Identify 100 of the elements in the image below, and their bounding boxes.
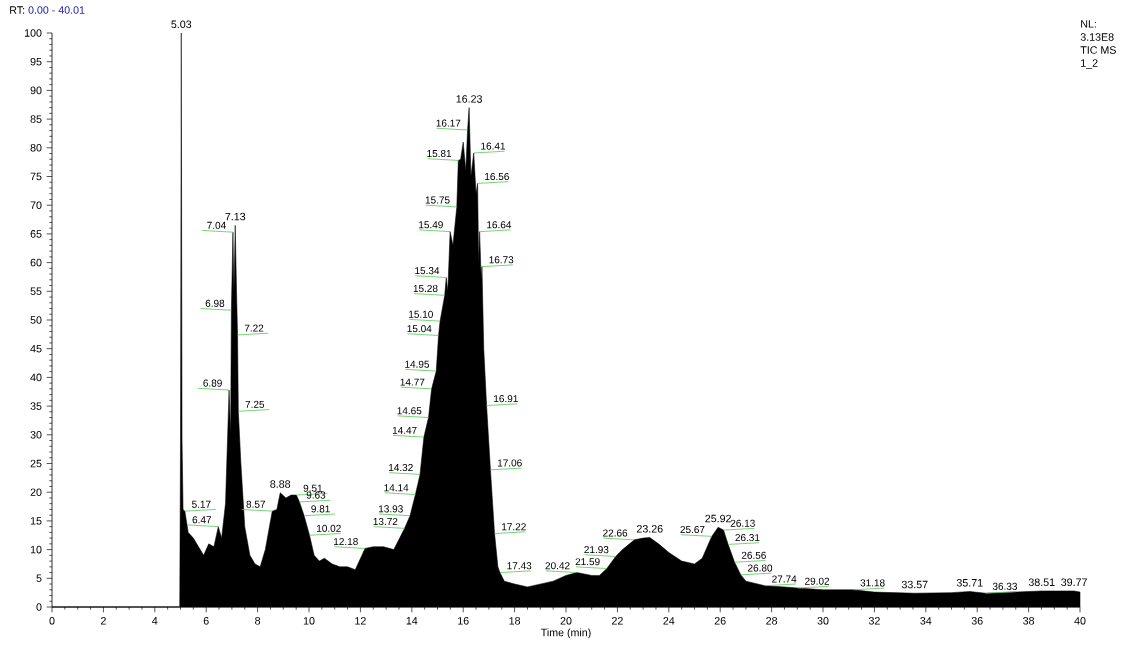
y-tick-label: 45 (30, 344, 42, 353)
annotation: 16.91 (494, 395, 518, 403)
y-tick-label: 95 (30, 57, 42, 66)
annotation: 17.06 (497, 459, 522, 467)
y-tick-label: 55 (30, 287, 42, 296)
annotation: 5.17 (192, 500, 211, 508)
annotation: 17.22 (502, 523, 526, 531)
y-tick-label: 90 (30, 86, 42, 95)
annotation: 14.77 (400, 378, 425, 386)
y-tick-label: 75 (30, 172, 42, 181)
x-tick-label: 32 (868, 617, 880, 625)
y-tick-label: 65 (30, 230, 42, 238)
annotation: 9.81 (311, 505, 330, 513)
annotation: 33.57 (901, 580, 928, 589)
annotation: 31.18 (860, 579, 885, 587)
annotation: 29.02 (805, 577, 830, 585)
y-tick-label: 85 (30, 115, 42, 123)
annotation: 7.04 (207, 221, 226, 229)
annotation: 25.92 (705, 514, 731, 523)
y-tick-label: 80 (30, 144, 42, 152)
x-tick-label: 4 (152, 617, 158, 625)
y-tick-label: 60 (30, 258, 42, 267)
annotation: 17.43 (507, 562, 532, 570)
y-tick-label: 0 (36, 603, 42, 611)
x-tick-label: 20 (560, 617, 572, 625)
annotation: 20.42 (545, 562, 570, 570)
x-tick-label: 28 (766, 617, 778, 625)
annotation: 27.74 (772, 575, 797, 583)
x-tick-label: 24 (663, 617, 675, 625)
text: NL: (1081, 20, 1096, 28)
annotation: 8.57 (246, 500, 266, 508)
annotation: 12.18 (334, 538, 358, 546)
annotation: 6.98 (205, 299, 225, 307)
annotation: 13.72 (373, 517, 398, 526)
annotation: 14.14 (384, 484, 409, 492)
y-tick-label: 20 (30, 488, 42, 496)
annotation: 15.04 (407, 325, 432, 333)
annotation: 35.71 (956, 579, 983, 587)
y-tick-label: 15 (30, 517, 42, 525)
annotation: 14.65 (397, 407, 422, 415)
y-tick-label: 25 (30, 459, 42, 468)
annotation: 15.28 (413, 284, 438, 292)
annotation: 15.34 (415, 267, 440, 275)
annotation: 6.89 (203, 379, 222, 387)
y-tick-label: 5 (36, 574, 42, 583)
chart-subtitle: 0.00 - 40.01 (28, 6, 85, 14)
annotation: 26.56 (741, 551, 766, 559)
x-tick-label: 14 (406, 617, 418, 625)
annotation: 9.51 (303, 484, 323, 492)
annotation: 14.32 (389, 464, 413, 472)
annotation: 16.17 (436, 119, 461, 127)
x-tick-label: 36 (971, 617, 983, 625)
y-tick-label: 30 (30, 431, 42, 439)
x-tick-label: 12 (355, 617, 366, 625)
y-tick-label: 40 (30, 373, 42, 382)
annotation: 39.77 (1061, 578, 1087, 586)
annotation: 22.66 (603, 529, 628, 537)
x-tick-label: 8 (255, 617, 261, 625)
annotation: 15.81 (427, 150, 452, 158)
annotation: 25.67 (680, 525, 705, 534)
y-tick-label: 70 (30, 201, 42, 209)
annotation: 15.75 (425, 196, 450, 204)
annotation: 10.02 (317, 524, 341, 532)
x-tick-label: 16 (458, 617, 469, 625)
y-tick-label: 10 (30, 545, 42, 554)
annotation: 38.51 (1028, 578, 1055, 586)
annotation: 16.73 (489, 256, 514, 264)
annotation: 7.13 (225, 212, 246, 221)
x-tick-label: 18 (509, 617, 521, 625)
annotation: 13.93 (378, 505, 403, 513)
y-tick-label: 100 (24, 29, 42, 37)
annotation: 21.93 (584, 546, 609, 554)
y-tick-label: 35 (30, 402, 42, 410)
annotation: 26.80 (748, 564, 773, 572)
annotation: 36.33 (992, 582, 1018, 590)
x-tick-label: 40 (1074, 617, 1086, 625)
text: 1_2 (1081, 59, 1098, 69)
x-tick-label: 38 (1023, 617, 1035, 625)
x-tick-label: 30 (817, 617, 829, 625)
annotation: 16.41 (481, 142, 506, 150)
chart-title: RT: (10, 6, 25, 14)
annotation: 5.03 (171, 20, 192, 29)
annotation: 26.13 (730, 519, 755, 527)
annotation: 16.64 (487, 221, 512, 229)
annotation: 7.25 (245, 400, 265, 408)
x-tick-label: 10 (303, 617, 315, 625)
x-tick-label: 0 (49, 617, 55, 625)
x-axis-title: Time (min) (540, 628, 591, 639)
x-tick-label: 34 (920, 617, 932, 625)
y-tick-label: 50 (30, 316, 42, 324)
annotation: 26.31 (735, 534, 760, 542)
annotation: 16.56 (485, 172, 509, 181)
annotation: 15.49 (419, 221, 443, 229)
x-tick-label: 2 (100, 617, 106, 625)
annotation: 9.63 (306, 491, 326, 499)
text: 3.13E8 (1080, 33, 1114, 41)
annotation: 16.23 (456, 95, 482, 103)
annotation: 14.47 (392, 426, 417, 434)
x-tick-label: 26 (714, 617, 726, 625)
x-tick-label: 22 (612, 617, 623, 625)
